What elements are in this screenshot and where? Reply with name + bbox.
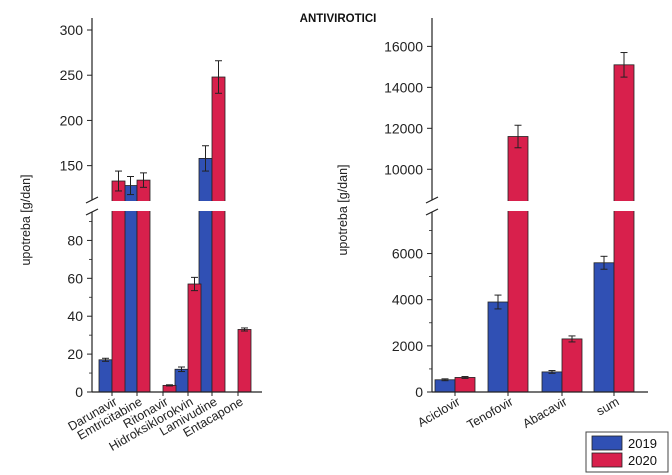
bar-2020-tenofovir <box>507 136 529 393</box>
left-panel: 020406080150200250300DarunavirEmtricitab… <box>19 18 262 454</box>
right-panel: 020004000600010000120001400016000Aciclov… <box>336 18 648 432</box>
bar-2020-aciclovir <box>454 377 476 393</box>
y-upper-tick-label: 14000 <box>384 79 423 95</box>
axis-break-mark <box>425 196 439 204</box>
error-bar-2019-tenofovir <box>494 294 502 310</box>
error-bar-2020-hidroksiklorokvin <box>191 276 198 292</box>
y-upper-tick-label: 200 <box>60 112 84 128</box>
error-bar-2020-darunavir <box>115 170 122 192</box>
error-bar-2019-sum <box>600 255 608 270</box>
bar-2019-darunavir <box>98 359 113 393</box>
y-upper-tick-label: 12000 <box>384 120 423 136</box>
legend-label-2019: 2019 <box>628 436 657 451</box>
y-lower-tick-label: 20 <box>67 346 83 362</box>
bar-2020-emtricitabine <box>136 179 151 393</box>
legend-label-2020: 2020 <box>628 453 657 468</box>
axis-break-mark <box>425 208 439 216</box>
error-bar-2019-abacavir <box>548 370 556 374</box>
error-bar-2019-emtricitabine <box>127 175 134 196</box>
bar-2019-aciclovir <box>434 379 456 393</box>
bar-2019-sum <box>593 262 615 393</box>
error-bar-2020-entacapone <box>241 327 248 332</box>
category-label-abacavir: Abacavir <box>520 394 569 430</box>
bar-2019-tenofovir <box>487 301 509 393</box>
bar-2020-darunavir <box>111 180 126 393</box>
y-upper-tick-label: 300 <box>60 22 84 38</box>
legend-swatch-2019 <box>591 435 623 451</box>
error-bar-2020-abacavir <box>568 335 576 343</box>
y-upper-tick-label: 150 <box>60 158 84 174</box>
error-bar-2020-emtricitabine <box>140 172 147 188</box>
y-lower-tick-label: 0 <box>415 384 423 400</box>
y-lower-tick-label: 0 <box>75 384 83 400</box>
y-upper-tick-label: 250 <box>60 67 84 83</box>
bar-2019-emtricitabine <box>123 185 138 393</box>
error-bar-2020-sum <box>620 52 628 78</box>
y-upper-tick-label: 16000 <box>384 38 423 54</box>
error-bar-2020-aciclovir <box>461 376 469 379</box>
y-lower-tick-label: 4000 <box>392 292 423 308</box>
bar-2020-abacavir <box>561 338 583 393</box>
error-bar-2019-hidroksiklorokvin <box>178 366 185 373</box>
y-lower-tick-label: 60 <box>67 270 83 286</box>
axis-break-gap <box>86 201 262 211</box>
y-axis-label: upotreba [g/dan] <box>336 164 350 255</box>
legend-swatch-2020 <box>591 452 623 468</box>
y-axis-label: upotreba [g/dan] <box>19 174 33 265</box>
chart-title: ANTIVIROTICI <box>300 13 377 25</box>
error-bar-2020-lamivudine <box>215 60 222 94</box>
error-bar-2020-ritonavir <box>166 384 173 387</box>
bar-2020-entacapone <box>237 329 252 393</box>
bar-2019-hidroksiklorokvin <box>174 368 189 393</box>
category-label-sum: sum <box>594 394 621 418</box>
y-lower-tick-label: 80 <box>67 232 83 248</box>
axis-break-mark <box>85 208 99 216</box>
bar-2020-lamivudine <box>211 76 226 393</box>
axis-break-mark <box>85 196 99 204</box>
y-lower-tick-label: 6000 <box>392 246 423 262</box>
bar-2020-sum <box>613 64 635 393</box>
y-upper-tick-label: 10000 <box>384 161 423 177</box>
bar-2020-hidroksiklorokvin <box>187 283 202 393</box>
y-lower-tick-label: 40 <box>67 308 83 324</box>
legend: 2019 2020 <box>585 431 669 473</box>
error-bar-2020-tenofovir <box>514 124 522 149</box>
error-bar-2019-lamivudine <box>202 145 209 172</box>
error-bar-2019-aciclovir <box>441 378 449 382</box>
y-lower-tick-label: 2000 <box>392 338 423 354</box>
axis-break-gap <box>426 201 648 211</box>
bar-2019-abacavir <box>541 371 563 393</box>
error-bar-2019-darunavir <box>102 357 109 362</box>
category-label-tenofovir: Tenofovir <box>465 394 516 431</box>
